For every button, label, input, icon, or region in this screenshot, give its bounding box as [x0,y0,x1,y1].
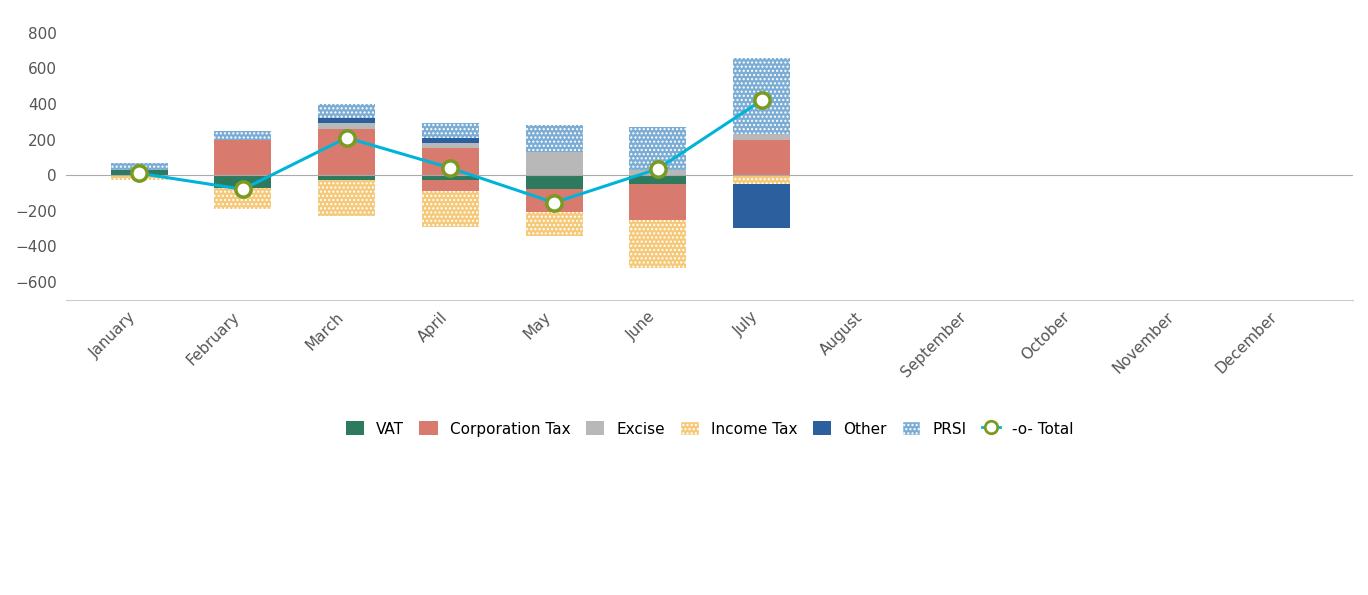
Bar [629,170,687,175]
Bar [421,175,479,180]
Bar [421,191,479,227]
Bar [629,220,687,268]
Bar [215,187,271,209]
Bar [319,175,375,180]
Bar [525,152,583,175]
Bar [215,131,271,139]
Bar [525,189,583,212]
Bar [319,129,375,175]
Bar [733,134,791,139]
Bar [525,212,583,236]
Bar [319,180,375,216]
Bar [319,104,375,118]
Bar [215,175,271,187]
Bar [629,127,687,170]
Bar [111,170,168,175]
Bar [421,137,479,143]
Bar [111,162,168,170]
Bar [421,180,479,191]
Bar [319,124,375,129]
Bar [733,139,791,175]
Bar [111,175,168,180]
Bar [733,184,791,228]
Bar [525,126,583,152]
Bar [319,118,375,124]
Bar [421,124,479,137]
Bar [629,175,687,184]
Bar [733,175,791,184]
Bar [629,184,687,220]
Bar [421,143,479,148]
Bar [525,175,583,189]
Bar [421,148,479,175]
Bar [733,58,791,134]
Legend: VAT, Corporation Tax, Excise, Income Tax, Other, PRSI, -o- Total: VAT, Corporation Tax, Excise, Income Tax… [339,415,1081,443]
Bar [215,139,271,175]
